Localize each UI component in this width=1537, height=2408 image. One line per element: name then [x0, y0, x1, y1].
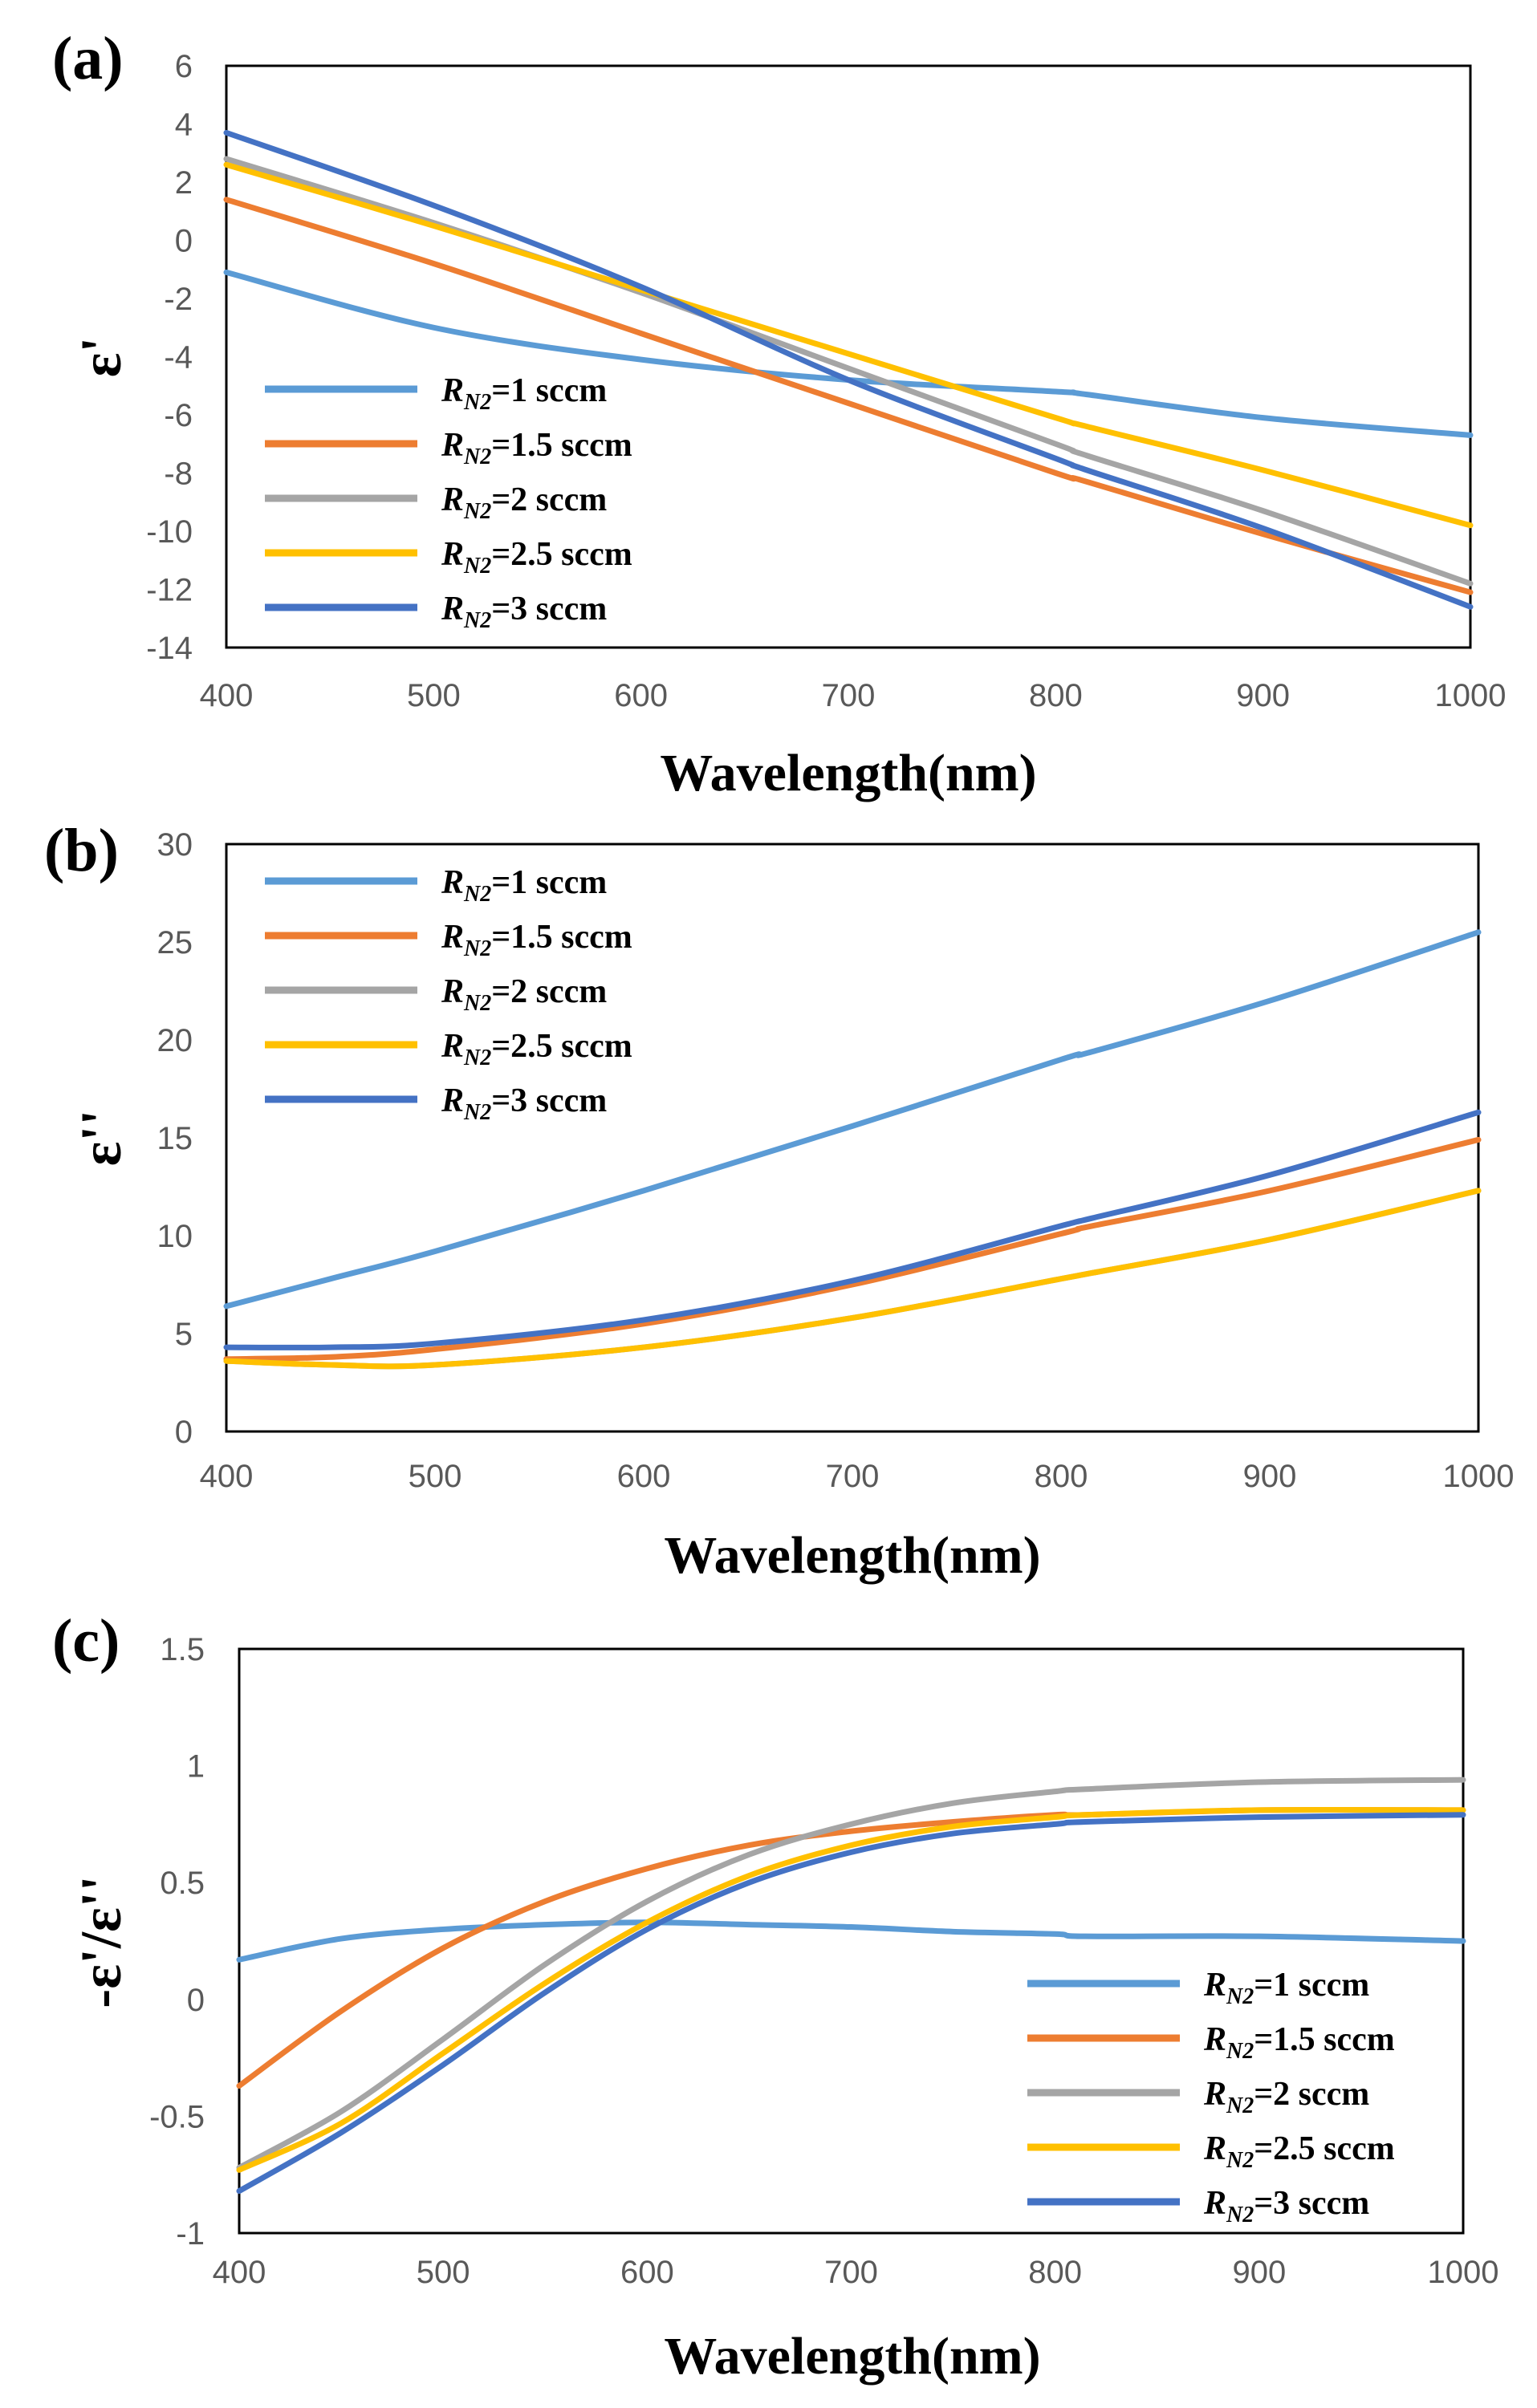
y-tick-label: 0.5 — [160, 1866, 205, 1901]
legend-label: RN2=2.5 sccm — [441, 536, 632, 579]
x-tick-label: 800 — [1029, 678, 1083, 713]
y-tick-label: -10 — [146, 514, 193, 550]
y-tick-label: 0 — [175, 1415, 193, 1450]
x-tick-label: 800 — [1035, 1459, 1088, 1494]
x-ticks-a: 400 500 600 700 800 900 1000 — [200, 678, 1507, 713]
legend-c: RN2=1 sccm RN2=1.5 sccm RN2=2 sccm RN2=2.5 … — [1027, 1967, 1395, 2227]
y-tick-label: 0 — [175, 224, 193, 259]
x-tick-label: 600 — [617, 1459, 671, 1494]
y-tick-label: 20 — [157, 1023, 193, 1058]
x-tick-label: 500 — [409, 1459, 462, 1494]
series-line — [223, 156, 1474, 587]
y-tick-label: 25 — [157, 925, 193, 960]
x-tick-label: 700 — [824, 2255, 878, 2290]
series-line — [236, 1777, 1466, 2170]
legend-label: RN2=2.5 sccm — [441, 1028, 632, 1070]
series-line — [223, 269, 1474, 438]
legend-label: RN2=1 sccm — [441, 864, 607, 907]
legend-label: RN2=2 sccm — [1203, 2076, 1369, 2118]
x-tick-label: 400 — [200, 678, 254, 713]
legend-label: RN2=3 sccm — [1203, 2185, 1369, 2227]
series-lines-c — [236, 1777, 1466, 2195]
legend-label: RN2=2 sccm — [441, 973, 607, 1016]
x-tick-label: 900 — [1232, 2255, 1286, 2290]
series-line — [223, 197, 1474, 595]
y-tick-label: -4 — [164, 340, 193, 376]
legend-a: RN2=1 sccm RN2=1.5 sccm RN2=2 sccm RN2=2.5 … — [265, 372, 632, 633]
y-tick-label: 4 — [175, 108, 193, 143]
x-tick-label: 800 — [1028, 2255, 1082, 2290]
panel-a: (a) 6 4 2 0 -2 -4 -6 -8 -10 -12 -14 400 500 600 700 80… — [52, 25, 1506, 802]
y-tick-label: 6 — [175, 49, 193, 84]
x-tick-label: 900 — [1236, 678, 1290, 713]
x-tick-label: 600 — [620, 2255, 674, 2290]
x-tick-label: 1000 — [1435, 678, 1507, 713]
y-tick-label: -8 — [164, 457, 193, 492]
legend-label: RN2=1.5 sccm — [441, 919, 632, 961]
x-tick-label: 1000 — [1443, 1459, 1515, 1494]
series-line — [223, 1109, 1482, 1350]
panel-label-a: (a) — [52, 25, 124, 92]
y-tick-label: 15 — [157, 1121, 193, 1156]
y-axis-label-b: ε'' — [69, 1110, 133, 1167]
legend-label: RN2=2.5 sccm — [1203, 2130, 1395, 2173]
series-line — [223, 1136, 1482, 1362]
panel-label-b: (b) — [44, 817, 119, 884]
y-ticks-c: 1.5 1 0.5 0 -0.5 -1 — [149, 1632, 205, 2252]
y-tick-label: -12 — [146, 573, 193, 608]
x-tick-label: 400 — [213, 2255, 266, 2290]
x-axis-label-b: Wavelength(nm) — [664, 1526, 1040, 1585]
legend-label: RN2=3 sccm — [441, 591, 607, 633]
x-tick-label: 900 — [1243, 1459, 1297, 1494]
x-ticks-c: 400 500 600 700 800 900 1000 — [213, 2255, 1499, 2290]
x-tick-label: 700 — [822, 678, 876, 713]
x-axis-label-a: Wavelength(nm) — [660, 744, 1036, 802]
y-tick-label: -0.5 — [149, 2099, 205, 2134]
x-tick-label: 400 — [200, 1459, 254, 1494]
y-axis-label-c: -ε'/ε'' — [69, 1875, 133, 2008]
series-line — [223, 161, 1474, 529]
legend-label: RN2=1 sccm — [441, 372, 607, 415]
legend-label: RN2=1 sccm — [1203, 1967, 1369, 2009]
series-line — [223, 1188, 1482, 1370]
x-ticks-b: 400 500 600 700 800 900 1000 — [200, 1459, 1515, 1494]
series-line — [223, 929, 1482, 1310]
series-lines-b — [223, 929, 1482, 1370]
y-tick-label: 30 — [157, 827, 193, 863]
plot-frame-a — [225, 64, 1472, 649]
y-tick-label: -2 — [164, 282, 193, 317]
legend-label: RN2=1.5 sccm — [441, 427, 632, 469]
y-tick-label: -1 — [176, 2216, 205, 2252]
x-tick-label: 600 — [614, 678, 668, 713]
y-tick-label: 0 — [187, 1983, 205, 2018]
y-tick-label: 1 — [187, 1749, 205, 1785]
y-tick-label: 5 — [175, 1317, 193, 1352]
legend-label: RN2=3 sccm — [441, 1082, 607, 1125]
x-tick-label: 1000 — [1428, 2255, 1499, 2290]
legend-label: RN2=1.5 sccm — [1203, 2021, 1395, 2064]
x-tick-label: 700 — [826, 1459, 880, 1494]
panel-c: (c) 1.5 1 0.5 0 -0.5 -1 400 500 600 700 800 900 100… — [52, 1607, 1498, 2386]
y-ticks-b: 30 25 20 15 10 5 0 — [157, 827, 193, 1450]
x-tick-label: 500 — [407, 678, 461, 713]
y-tick-label: -6 — [164, 398, 193, 433]
series-line — [236, 1807, 1466, 2173]
series-line — [236, 1919, 1466, 1963]
series-line — [223, 129, 1474, 610]
panel-label-c: (c) — [52, 1607, 120, 1675]
y-tick-label: 1.5 — [160, 1632, 205, 1667]
y-tick-label: 10 — [157, 1219, 193, 1254]
legend-b: RN2=1 sccm RN2=1.5 sccm RN2=2 sccm RN2=2.5 … — [265, 864, 632, 1125]
legend-label: RN2=2 sccm — [441, 481, 607, 524]
y-ticks-a: 6 4 2 0 -2 -4 -6 -8 -10 -12 -14 — [146, 49, 193, 666]
x-tick-label: 500 — [417, 2255, 470, 2290]
x-axis-label-c: Wavelength(nm) — [664, 2327, 1040, 2386]
y-tick-label: -14 — [146, 631, 193, 666]
y-tick-label: 2 — [175, 165, 193, 201]
y-axis-label-a: ε' — [69, 337, 133, 378]
series-line — [236, 1812, 1466, 2195]
series-lines-a — [223, 129, 1474, 610]
